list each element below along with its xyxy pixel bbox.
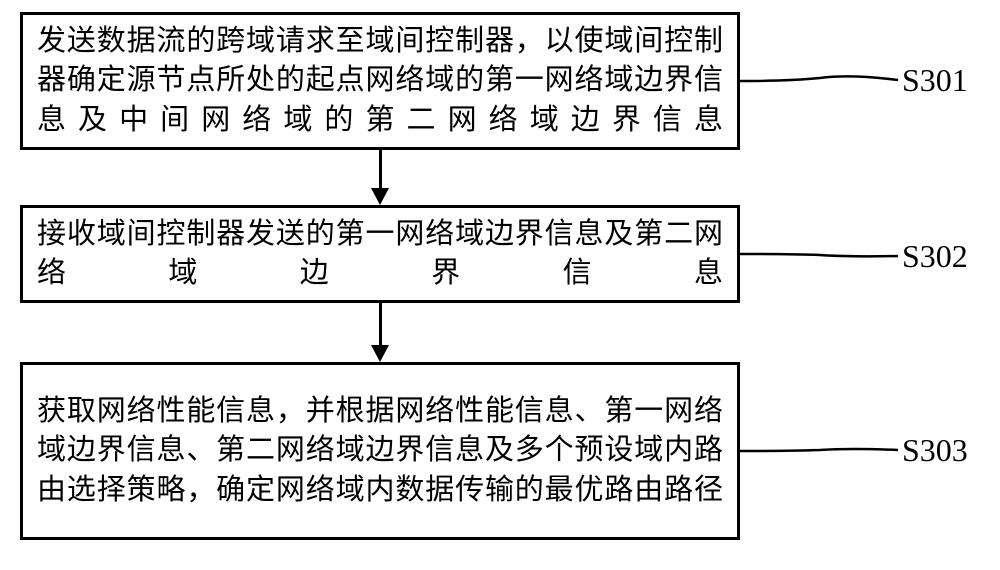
flowchart-box-1: 发送数据流的跨域请求至域间控制器，以使域间控制器确定源节点所处的起点网络域的第一…: [20, 12, 740, 150]
flowchart-box-3: 获取网络性能信息，并根据网络性能信息、第一网络域边界信息、第二网络域边界信息及多…: [20, 362, 740, 540]
flowchart-box-2: 接收域间控制器发送的第一网络域边界信息及第二网络域边界信息: [20, 205, 740, 303]
connector-2: [740, 235, 900, 275]
box-1-text: 发送数据流的跨域请求至域间控制器，以使域间控制器确定源节点所处的起点网络域的第一…: [37, 22, 723, 139]
box-2-text: 接收域间控制器发送的第一网络域边界信息及第二网络域边界信息: [37, 215, 723, 293]
connector-3: [740, 430, 900, 470]
arrow-2-line: [379, 303, 382, 347]
connector-1: [740, 60, 900, 100]
step-label-2: S302: [902, 238, 968, 275]
step-label-1: S301: [902, 62, 968, 99]
step-label-3: S303: [902, 432, 968, 469]
arrow-2-head: [371, 345, 389, 362]
box-3-text: 获取网络性能信息，并根据网络性能信息、第一网络域边界信息、第二网络域边界信息及多…: [37, 392, 723, 509]
arrow-1-line: [379, 150, 382, 190]
arrow-1-head: [371, 188, 389, 205]
